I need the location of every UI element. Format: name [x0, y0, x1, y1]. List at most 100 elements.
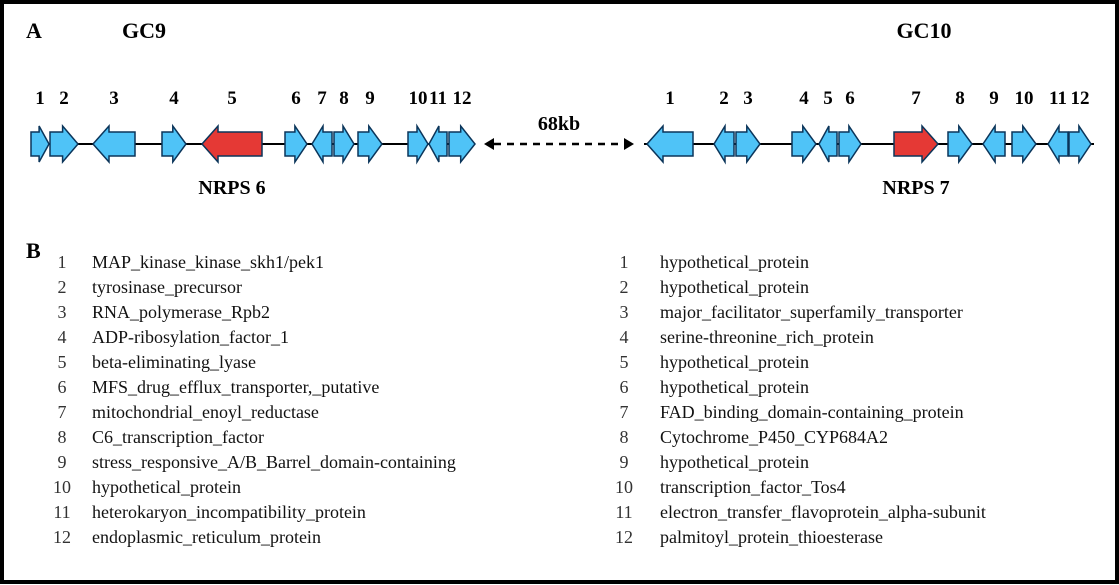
gap-label: 68kb — [538, 113, 580, 135]
gc10-list-text-8: Cytochrome_P450_CYP684A2 — [660, 427, 888, 447]
gc10-gene-3 — [736, 126, 760, 162]
gc10-gene-num-7: 7 — [911, 88, 921, 109]
gc10-gene-num-2: 2 — [719, 88, 729, 109]
gc10-list-num-6: 6 — [620, 377, 629, 397]
gc10-gene-5 — [819, 126, 837, 162]
gc9-gene-3 — [93, 126, 135, 162]
gc10-gene-2 — [714, 126, 734, 162]
gc10-gene-num-1: 1 — [665, 88, 675, 109]
gc10-gene-8 — [948, 126, 972, 162]
gc10-gene-num-12: 12 — [1071, 88, 1090, 109]
gc9-gene-num-1: 1 — [35, 88, 45, 109]
gc9-list-text-3: RNA_polymerase_Rpb2 — [92, 302, 270, 322]
gc9-gene-4 — [162, 126, 186, 162]
gc10-list-text-5: hypothetical_protein — [660, 352, 809, 372]
gc9-list-num-3: 3 — [58, 302, 67, 322]
gc10-list-text-12: palmitoyl_protein_thioesterase — [660, 527, 883, 547]
gc9-gene-1 — [31, 126, 49, 162]
gc10-gene-num-4: 4 — [799, 88, 809, 109]
gc9-gene-num-8: 8 — [339, 88, 349, 109]
gc9-gene-9 — [358, 126, 382, 162]
gc10-list-text-2: hypothetical_protein — [660, 277, 809, 297]
gc9-label: GC9 — [122, 18, 166, 43]
gc10-gene-9 — [983, 126, 1005, 162]
gc10-gene-7 — [894, 126, 938, 162]
gc10-list-text-4: serine-threonine_rich_protein — [660, 327, 874, 347]
gc9-list-num-11: 11 — [53, 502, 70, 522]
gc10-gene-12 — [1069, 126, 1091, 162]
gc9-list-text-2: tyrosinase_precursor — [92, 277, 242, 297]
gc10-list-text-7: FAD_binding_domain-containing_protein — [660, 402, 964, 422]
gc9-gene-num-12: 12 — [453, 88, 472, 109]
gc9-gene-num-9: 9 — [365, 88, 375, 109]
gc9-gene-6 — [285, 126, 307, 162]
gc9-gene-num-5: 5 — [227, 88, 237, 109]
gc9-gene-7 — [312, 126, 332, 162]
gc9-list-num-10: 10 — [53, 477, 71, 497]
gc9-gene-num-10: 10 — [409, 88, 428, 109]
gc10-gene-num-10: 10 — [1015, 88, 1034, 109]
figure-svg-wrap: AGC9GC1012345678910111212345678910111268… — [4, 4, 1115, 580]
gc10-list-num-7: 7 — [620, 402, 629, 422]
gc10-gene-num-5: 5 — [823, 88, 833, 109]
gc10-gene-10 — [1012, 126, 1036, 162]
gc10-list-text-10: transcription_factor_Tos4 — [660, 477, 846, 497]
gc10-list-num-12: 12 — [615, 527, 633, 547]
gc10-list-text-1: hypothetical_protein — [660, 252, 809, 272]
gc10-list-num-10: 10 — [615, 477, 633, 497]
gc9-list-text-7: mitochondrial_enoyl_reductase — [92, 402, 319, 422]
gc9-gene-2 — [50, 126, 78, 162]
gc9-list-num-7: 7 — [58, 402, 67, 422]
gc10-list-num-4: 4 — [620, 327, 629, 347]
gc9-gene-num-11: 11 — [429, 88, 447, 109]
gc10-list-num-3: 3 — [620, 302, 629, 322]
gc9-gene-8 — [334, 126, 354, 162]
gc10-list-num-8: 8 — [620, 427, 629, 447]
gc9-gene-10 — [408, 126, 428, 162]
panel-a-label: A — [26, 18, 42, 43]
gc9-gene-num-2: 2 — [59, 88, 69, 109]
gc10-list-num-1: 1 — [620, 252, 629, 272]
gc10-gene-6 — [839, 126, 861, 162]
gc10-gene-1 — [647, 126, 693, 162]
gc10-gene-num-11: 11 — [1049, 88, 1067, 109]
gc9-list-text-4: ADP-ribosylation_factor_1 — [92, 327, 289, 347]
gc10-list-num-9: 9 — [620, 452, 629, 472]
gc9-list-text-6: MFS_drug_efflux_transporter,_putative — [92, 377, 379, 397]
gc9-list-num-6: 6 — [58, 377, 67, 397]
nrps7-label: NRPS 7 — [882, 177, 949, 199]
gc10-gene-4 — [792, 126, 816, 162]
figure-svg: AGC9GC1012345678910111212345678910111268… — [4, 4, 1115, 580]
gc9-list-num-1: 1 — [58, 252, 67, 272]
gc10-list-text-3: major_facilitator_superfamily_transporte… — [660, 302, 963, 322]
nrps6-label: NRPS 6 — [198, 177, 265, 199]
gc10-gene-num-3: 3 — [743, 88, 753, 109]
gc9-gene-num-6: 6 — [291, 88, 301, 109]
gc9-list-num-12: 12 — [53, 527, 71, 547]
gc9-gene-12 — [449, 126, 475, 162]
gc9-list-text-10: hypothetical_protein — [92, 477, 241, 497]
gc9-list-text-11: heterokaryon_incompatibility_protein — [92, 502, 366, 522]
gc10-list-num-2: 2 — [620, 277, 629, 297]
gc10-gene-num-6: 6 — [845, 88, 855, 109]
gc9-list-num-9: 9 — [58, 452, 67, 472]
gc10-label: GC10 — [897, 18, 952, 43]
gc9-list-text-1: MAP_kinase_kinase_skh1/pek1 — [92, 252, 324, 272]
panel-b-label: B — [26, 238, 41, 263]
gc9-list-text-9: stress_responsive_A/B_Barrel_domain-cont… — [92, 452, 456, 472]
gc9-gene-num-3: 3 — [109, 88, 119, 109]
gc9-list-text-12: endoplasmic_reticulum_protein — [92, 527, 321, 547]
gc9-list-text-8: C6_transcription_factor — [92, 427, 264, 447]
gc10-list-text-9: hypothetical_protein — [660, 452, 809, 472]
gap-arrow-right — [624, 138, 634, 150]
gc10-gene-11 — [1048, 126, 1068, 162]
figure-frame: AGC9GC1012345678910111212345678910111268… — [0, 0, 1119, 584]
gc9-list-num-4: 4 — [58, 327, 67, 347]
gc10-gene-num-8: 8 — [955, 88, 965, 109]
gc10-gene-num-9: 9 — [989, 88, 999, 109]
gc9-gene-num-4: 4 — [169, 88, 179, 109]
gc10-list-text-6: hypothetical_protein — [660, 377, 809, 397]
gc10-list-num-5: 5 — [620, 352, 629, 372]
gc9-gene-5 — [202, 126, 262, 162]
gc10-list-num-11: 11 — [615, 502, 632, 522]
